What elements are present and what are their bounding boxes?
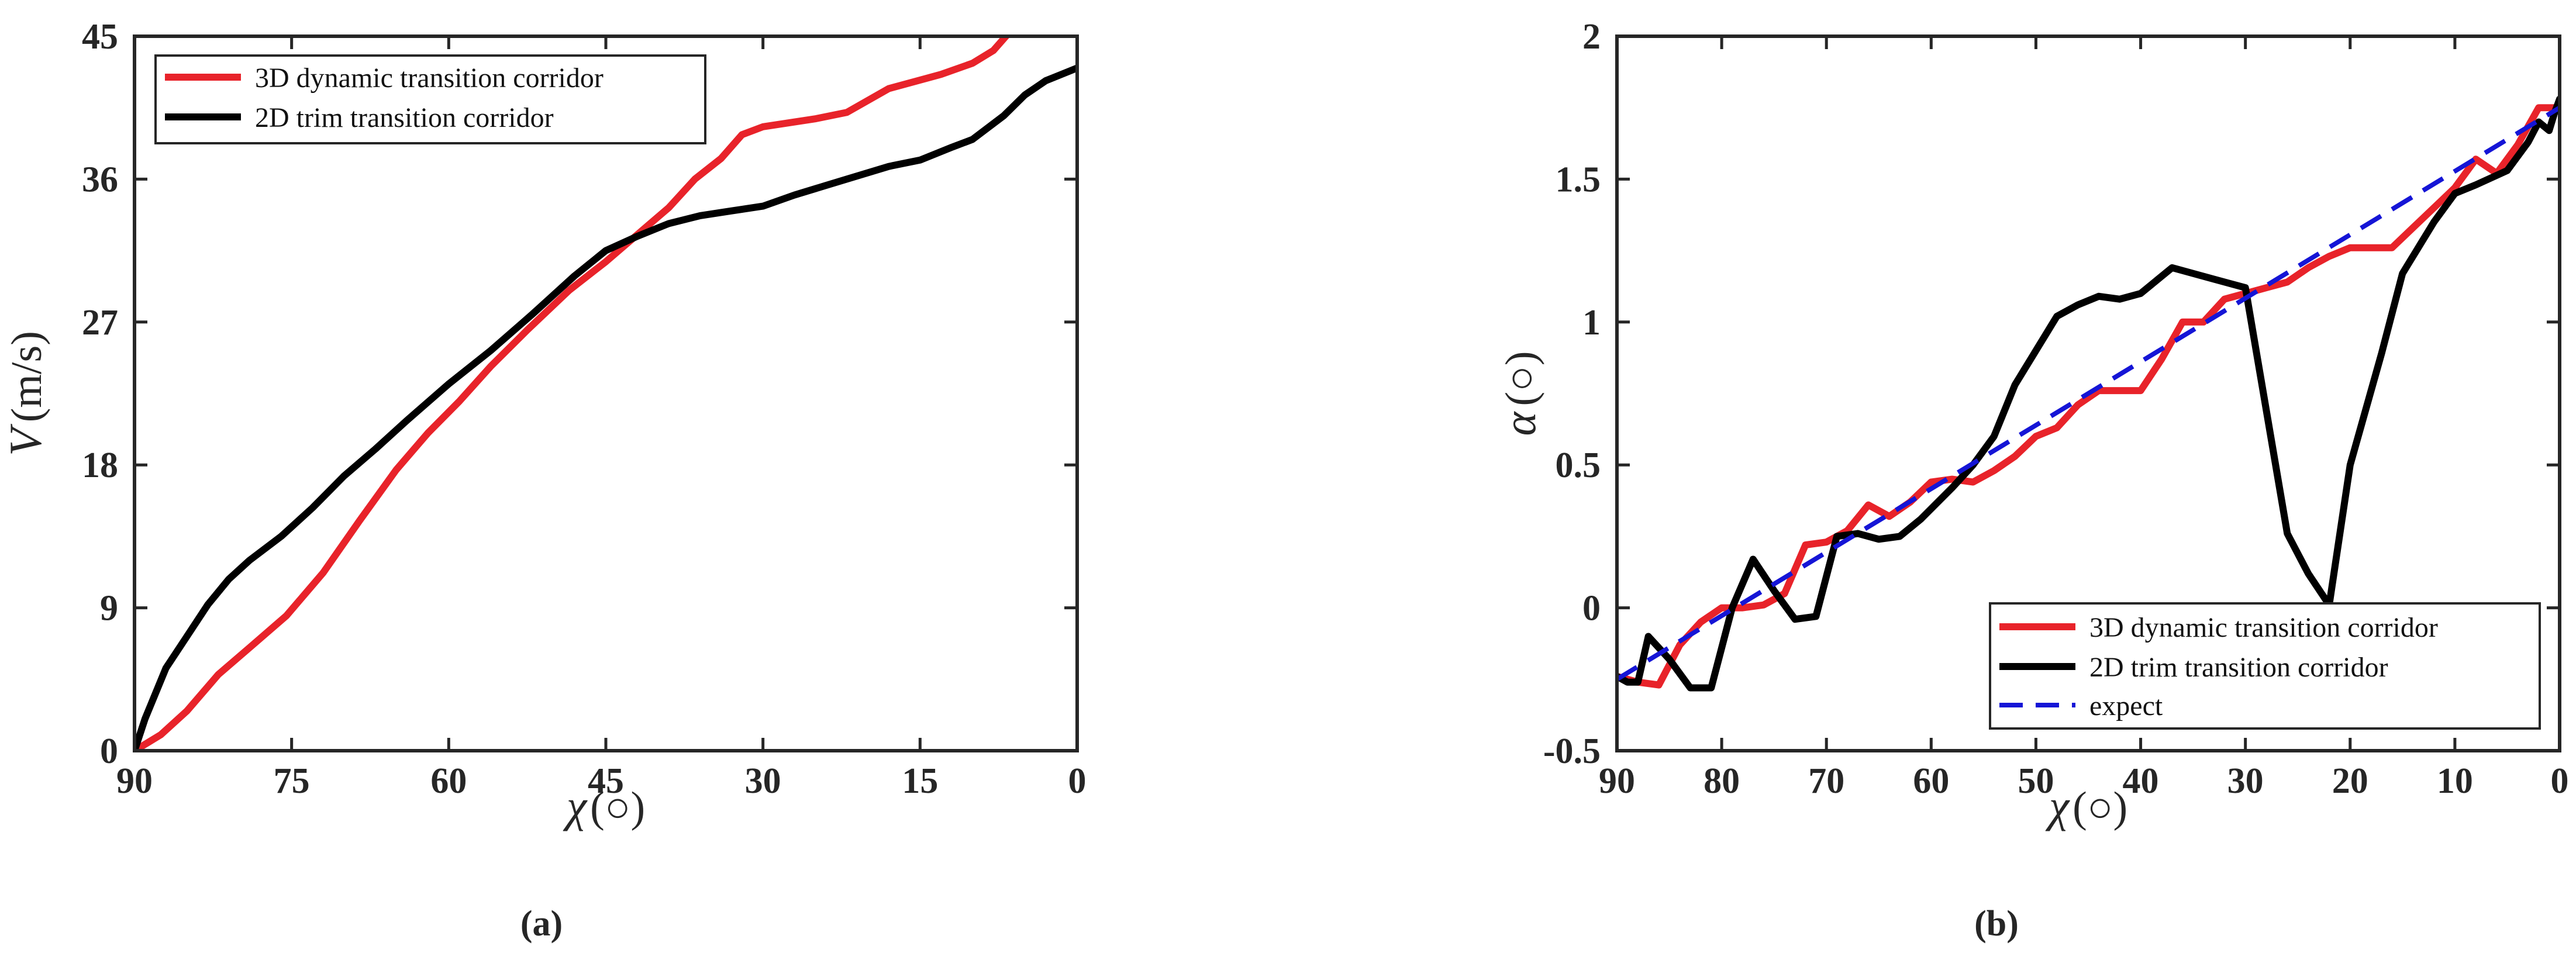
chart-b-series — [1617, 95, 2560, 692]
chart-a-ytick-label: 0 — [100, 731, 118, 771]
chart-b-xtick-label: 80 — [1703, 761, 1740, 801]
chart-a-ytick-label: 36 — [82, 160, 118, 199]
chart-b-legend: 3D dynamic transition corridor 2D trim t… — [1989, 602, 2541, 730]
chart-a-xtick-label: 30 — [745, 761, 781, 801]
chart-b-xtick-label: 10 — [2437, 761, 2473, 801]
chart-a-xtick-label: 45 — [588, 761, 624, 801]
chart-a-panel-label: (a) — [520, 904, 563, 944]
chart-b-series-line-1 — [1617, 95, 2560, 692]
chart-b-xtick-label: 50 — [2018, 761, 2054, 801]
chart-b-ylabel-unit: (○) — [1497, 351, 1545, 406]
chart-a-legend-label-3d: 3D dynamic transition corridor — [255, 63, 604, 94]
chart-a-legend: 3D dynamic transition corridor 2D trim t… — [154, 54, 706, 144]
chart-a-ytick-label: 45 — [82, 17, 118, 57]
chart-b-series-line-2 — [1617, 105, 2560, 682]
chart-b-xtick-label: 30 — [2227, 761, 2264, 801]
chart-b-ytick-label: 1.5 — [1556, 160, 1601, 199]
chart-a-xtick-label: 60 — [430, 761, 467, 801]
chart-a-ytick-label: 9 — [100, 589, 118, 629]
chart-a-ylabel-symbol: V — [0, 423, 51, 456]
chart-b-legend-box — [1989, 602, 2541, 730]
chart-a-xlabel-symbol: χ — [563, 781, 588, 831]
chart-a-ylabel: V(m/s) — [0, 331, 51, 456]
chart-a-xtick-label: 15 — [902, 761, 938, 801]
chart-a-legend-label-2d: 2D trim transition corridor — [255, 102, 554, 133]
chart-b-xlabel: χ(○) — [2045, 781, 2127, 831]
chart-a-xtick-label: 90 — [116, 761, 153, 801]
chart-b-ytick-label: 0.5 — [1556, 446, 1601, 485]
chart-b-xtick-label: 0 — [2551, 761, 2569, 801]
chart-b-ticks: 90 80 70 60 50 40 30 20 10 0 -0.5 0 0.5 1 1.5 2 — [1543, 17, 2569, 801]
chart-a-legend-box — [154, 54, 706, 144]
chart-b-panel-label: (b) — [1974, 904, 2019, 944]
chart-b-xtick-label: 40 — [2123, 761, 2159, 801]
chart-a-ytick-label: 27 — [82, 303, 118, 343]
chart-b-xlabel-symbol: χ — [2045, 781, 2070, 831]
chart-a-series — [135, 36, 1077, 751]
chart-b-xtick-label: 90 — [1599, 761, 1635, 801]
chart-b-axes-box — [1615, 34, 2561, 752]
chart-b-ylabel: α (○) — [1494, 351, 1545, 436]
chart-b-ytick-label: 1 — [1582, 303, 1601, 343]
chart-b-legend-label-3d: 3D dynamic transition corridor — [2089, 612, 2438, 643]
chart-b-ytick-label: 0 — [1582, 589, 1601, 629]
chart-b-legend-label-2d: 2D trim transition corridor — [2089, 652, 2388, 683]
chart-a-xtick-label: 75 — [274, 761, 310, 801]
chart-b-xtick-label: 20 — [2332, 761, 2368, 801]
chart-b: 90 80 70 60 50 40 30 20 10 0 -0.5 0 0.5 1 1.5 2 3D dyna… — [1494, 17, 2569, 944]
chart-b-ytick-label: -0.5 — [1543, 731, 1601, 771]
chart-a-xtick-label: 0 — [1068, 761, 1087, 801]
chart-b-xtick-label: 70 — [1808, 761, 1844, 801]
chart-a-ticks: 90 75 60 45 30 15 0 0 9 18 27 36 45 — [82, 17, 1087, 801]
chart-a-xlabel-unit: (○) — [590, 783, 645, 831]
chart-b-ylabel-symbol: α — [1494, 410, 1545, 436]
chart-b-series-line-0 — [1617, 104, 2560, 689]
chart-a-series-line-1 — [135, 64, 1077, 751]
chart-a-ylabel-unit: (m/s) — [3, 331, 51, 422]
chart-a-xlabel: χ(○) — [563, 781, 645, 831]
chart-b-ytick-label: 2 — [1582, 17, 1601, 57]
chart-b-xlabel-unit: (○) — [2072, 783, 2127, 831]
chart-b-xtick-label: 60 — [1913, 761, 1949, 801]
chart-b-legend-label-expect: expect — [2089, 690, 2163, 721]
chart-a-ytick-label: 18 — [82, 446, 118, 485]
chart-a: 90 75 60 45 30 15 0 0 9 18 27 36 45 3D dynamic trans… — [0, 17, 1087, 944]
